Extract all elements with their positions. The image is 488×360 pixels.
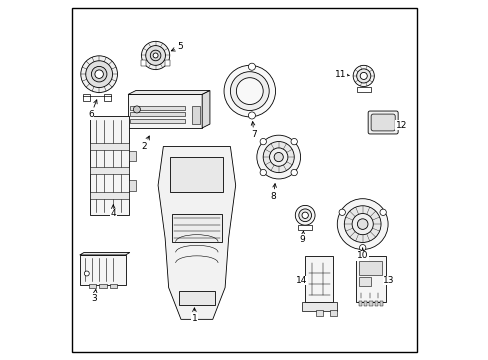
Text: 8: 8 [270,184,276,201]
Text: 10: 10 [356,248,367,260]
FancyBboxPatch shape [370,114,394,131]
Bar [130,105,185,109]
Text: 7: 7 [251,122,256,139]
Bar [363,301,366,306]
Bar [90,117,129,215]
Text: 2: 2 [141,136,149,151]
Circle shape [356,69,370,83]
Bar [368,301,372,306]
Circle shape [141,41,169,69]
Text: 14: 14 [296,276,307,285]
Circle shape [145,46,165,66]
Circle shape [359,244,365,251]
Bar [99,284,107,288]
Circle shape [360,72,366,80]
Text: 13: 13 [383,276,394,285]
Circle shape [263,141,294,172]
Bar [359,261,382,275]
Circle shape [295,206,314,225]
Circle shape [133,106,140,113]
Bar [179,291,214,305]
Bar [315,310,322,316]
Bar [109,284,117,288]
Bar [83,94,89,100]
Bar [358,301,362,306]
Circle shape [84,271,89,276]
Circle shape [351,213,372,235]
Bar [172,213,221,242]
Bar [191,106,200,125]
Circle shape [230,72,269,111]
Text: 11: 11 [334,70,349,79]
Circle shape [153,53,158,58]
Text: 3: 3 [91,289,97,303]
Circle shape [337,199,387,249]
Polygon shape [80,252,130,255]
Bar [359,277,370,286]
Bar [298,225,312,230]
Circle shape [95,70,103,78]
Circle shape [85,61,112,87]
FancyBboxPatch shape [367,111,397,134]
Bar [129,151,136,161]
Bar [129,180,136,191]
Bar [130,119,185,123]
Circle shape [274,153,283,162]
Bar [379,301,383,306]
Circle shape [81,56,117,93]
Bar [301,302,336,311]
Circle shape [338,209,345,216]
Bar [90,143,129,150]
Circle shape [260,169,266,176]
Circle shape [344,206,380,242]
Circle shape [150,50,161,61]
Polygon shape [158,147,235,319]
Bar [329,310,336,316]
Text: 12: 12 [395,121,406,130]
Circle shape [269,148,287,166]
Circle shape [298,209,311,222]
Bar [356,86,370,92]
Circle shape [91,66,107,82]
Bar [88,284,96,288]
Circle shape [260,139,266,145]
Bar [170,157,223,192]
Bar [104,94,111,100]
Text: 6: 6 [88,100,97,119]
Circle shape [302,212,308,219]
Bar [305,256,333,302]
Bar [90,192,129,199]
Text: 5: 5 [171,42,183,51]
Bar [80,255,125,285]
Circle shape [256,135,300,179]
Polygon shape [128,91,209,94]
Circle shape [224,66,275,117]
Circle shape [290,139,297,145]
Circle shape [248,112,255,119]
Bar [128,94,202,128]
Polygon shape [202,91,209,128]
Bar [90,167,129,174]
Circle shape [248,63,255,70]
Circle shape [357,219,367,229]
Bar [130,112,185,116]
Bar [141,60,146,66]
Circle shape [352,65,374,86]
Circle shape [379,209,386,216]
Text: 4: 4 [110,205,116,218]
Text: 1: 1 [191,308,197,323]
Circle shape [290,169,297,176]
Bar [164,60,170,66]
Bar [374,301,377,306]
Text: 9: 9 [299,231,305,244]
Bar [355,256,385,302]
Circle shape [236,78,263,104]
